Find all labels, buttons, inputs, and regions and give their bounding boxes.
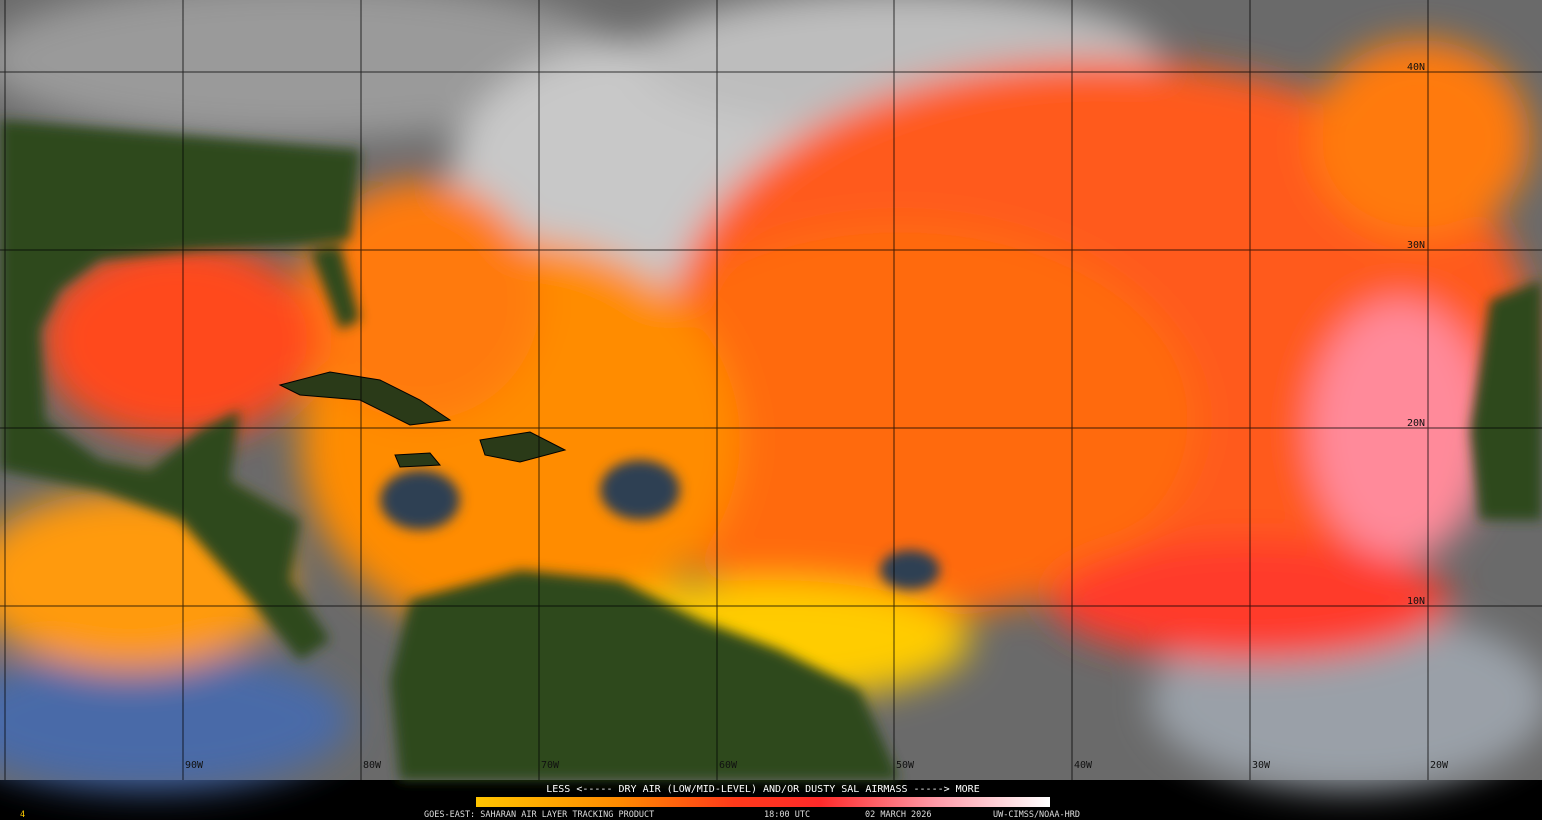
lat-label: 40N xyxy=(1407,62,1425,73)
lat-label: 30N xyxy=(1407,240,1425,251)
product: GOES-EAST: SAHARAN AIR LAYER TRACKING PR… xyxy=(424,810,654,820)
lon-label: 90W xyxy=(185,760,204,771)
latitude-labels: 40N 30N 20N 10N xyxy=(1407,62,1425,607)
legend-caption: LESS <----- DRY AIR (LOW/MID-LEVEL) AND/… xyxy=(546,784,979,795)
imagery xyxy=(0,0,1542,790)
longitude-labels: 90W 80W 70W 60W 50W 40W 30W 20W xyxy=(185,760,1449,771)
graticule xyxy=(0,0,1542,780)
lon-label: 60W xyxy=(719,760,738,771)
date: 02 MARCH 2026 xyxy=(865,810,932,820)
lat-label: 10N xyxy=(1407,596,1425,607)
lon-label: 70W xyxy=(541,760,560,771)
color-scale xyxy=(476,797,1050,807)
credit: UW-CIMSS/NOAA-HRD xyxy=(993,810,1080,820)
lon-label: 40W xyxy=(1074,760,1093,771)
legend: LESS <----- DRY AIR (LOW/MID-LEVEL) AND/… xyxy=(476,784,1050,807)
lon-label: 80W xyxy=(363,760,382,771)
corner-mark: 4 xyxy=(20,810,25,820)
footer: 4 GOES-EAST: SAHARAN AIR LAYER TRACKING … xyxy=(20,810,1080,820)
lat-label: 20N xyxy=(1407,418,1425,429)
time: 18:00 UTC xyxy=(764,810,810,820)
lon-label: 30W xyxy=(1252,760,1271,771)
lon-label: 20W xyxy=(1430,760,1449,771)
lon-label: 50W xyxy=(896,760,915,771)
